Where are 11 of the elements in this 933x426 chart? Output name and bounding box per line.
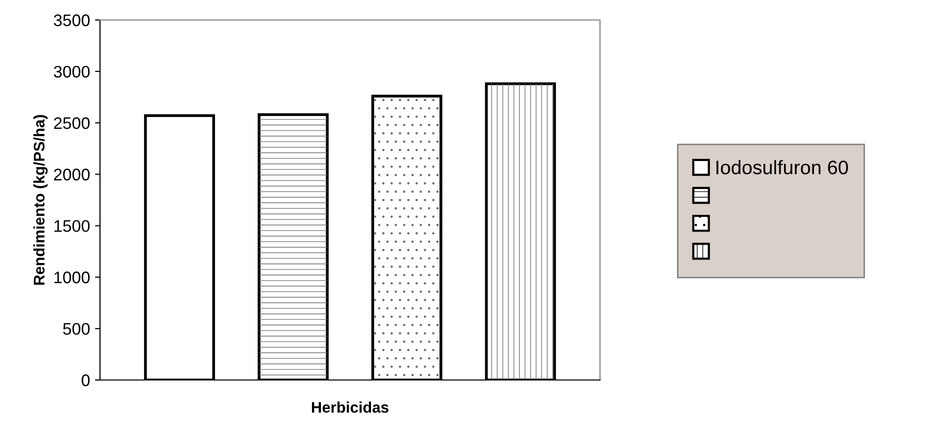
y-tick-label: 3000 bbox=[54, 66, 90, 78]
y-tick-label: 2000 bbox=[54, 168, 90, 180]
y-tick-label: 1000 bbox=[54, 272, 90, 284]
legend-label: Iodosulfuron 60 bbox=[716, 160, 848, 174]
y-tick-label: 0 bbox=[82, 374, 90, 386]
y-tick-label: 1500 bbox=[54, 220, 90, 232]
y-tick-label: 3500 bbox=[54, 14, 90, 26]
y-tick-label: 2500 bbox=[54, 117, 90, 130]
x-axis-title: Herbicidas bbox=[312, 402, 388, 413]
y-axis-title: Rendimiento (kg/PS/ha) bbox=[33, 115, 48, 285]
y-tick-label: 500 bbox=[63, 322, 90, 335]
